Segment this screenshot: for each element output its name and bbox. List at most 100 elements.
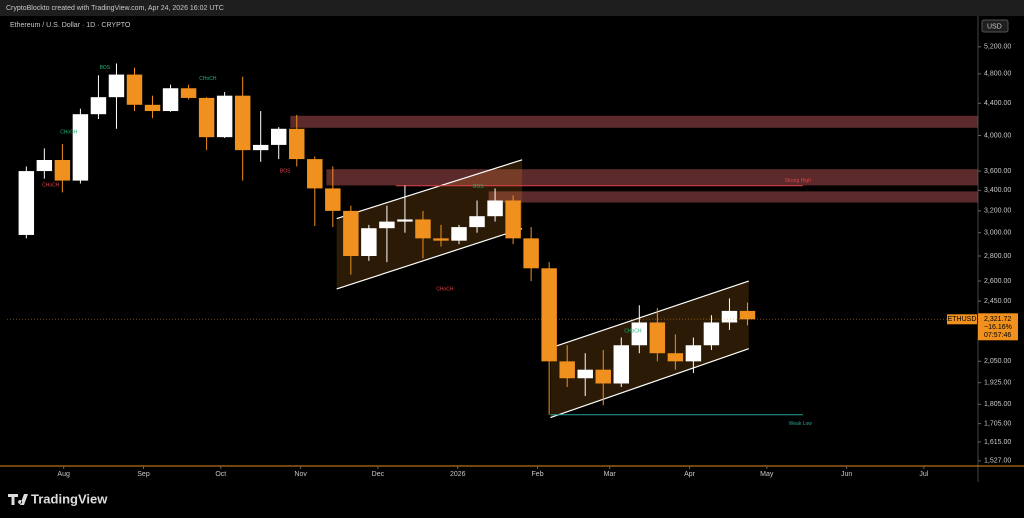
candle-body (703, 322, 720, 346)
candle-body (487, 200, 503, 217)
price-tag (978, 313, 1018, 341)
supply-zone (488, 191, 978, 203)
candle-body (613, 345, 630, 384)
y-tick-label: 2,050.00 (984, 358, 1011, 365)
x-tick-label: 2026 (450, 471, 466, 478)
candle-body (198, 97, 215, 138)
y-tick-label: 3,600.00 (984, 168, 1011, 175)
candle-body (397, 219, 413, 222)
y-tick-label: 5,200.00 (984, 44, 1011, 51)
x-tick-label: May (760, 471, 774, 478)
supply-zone (326, 169, 978, 186)
channel-line (550, 280, 749, 349)
y-tick-label: 1,615.00 (984, 439, 1011, 446)
y-tick-label: 3,400.00 (984, 187, 1011, 194)
caption: CryptoBlockto created with TradingView.c… (6, 5, 224, 12)
candle-body (325, 188, 341, 211)
annotation: CHoCH (60, 129, 78, 135)
y-tick-label: 3,000.00 (984, 230, 1011, 237)
currency: USD (987, 23, 1002, 30)
currency-box (981, 19, 1009, 33)
candle-body (162, 88, 179, 112)
x-tick-label: Oct (215, 471, 226, 478)
candle-body (523, 238, 539, 269)
y-tick-label: 4,800.00 (984, 71, 1011, 78)
candle-body (108, 74, 125, 98)
candle-body (505, 200, 521, 239)
symbol-label: ETHUSD (948, 316, 977, 323)
plot-background (0, 16, 1024, 482)
change-label: −16.16% (984, 324, 1012, 331)
candle-body (469, 216, 485, 228)
candle-body (270, 128, 287, 145)
y-tick-label: 2,450.00 (984, 298, 1011, 305)
price-label: 2,321.72 (984, 316, 1011, 323)
y-tick-label: 1,527.00 (984, 458, 1011, 465)
channel-line (336, 159, 523, 220)
x-tick-label: Nov (294, 471, 307, 478)
candle-body (36, 159, 53, 172)
top-bar (0, 0, 1024, 16)
annotation: BOS (280, 168, 291, 174)
x-tick-label: Jun (841, 471, 852, 478)
footer (0, 482, 1024, 518)
candle-body (343, 210, 359, 256)
annotation: BOS (473, 184, 484, 190)
candle-body (54, 159, 71, 181)
y-tick-label: 1,705.00 (984, 420, 1011, 427)
x-tick-label: Feb (532, 471, 544, 478)
candle-body (433, 238, 449, 241)
annotation: CHoCH (436, 286, 454, 292)
logo: TradingView (31, 491, 108, 506)
supply-zone (290, 115, 978, 128)
candle-body (631, 322, 648, 346)
x-tick-label: Dec (372, 471, 385, 478)
annotation: BOS (100, 65, 111, 71)
x-tick-label: Apr (684, 471, 696, 478)
candle-body (216, 95, 233, 138)
candle-body (685, 345, 702, 362)
x-tick-label: Aug (57, 471, 70, 478)
candle-body (577, 369, 593, 379)
candle-body (180, 88, 197, 98)
y-tick-label: 4,400.00 (984, 100, 1011, 107)
annotation: Strong High (785, 178, 812, 184)
y-tick-label: 2,800.00 (984, 253, 1011, 260)
symbol-tag (947, 314, 977, 325)
candle-body (252, 144, 269, 151)
candle-body (90, 97, 107, 115)
y-tick-label: 1,925.00 (984, 379, 1011, 386)
countdown: 07:57:46 (984, 332, 1011, 339)
x-tick-label: Mar (604, 471, 617, 478)
candle-body (18, 171, 35, 235)
candle-body (307, 159, 323, 189)
y-tick-label: 3,200.00 (984, 208, 1011, 215)
candle-body (361, 228, 377, 256)
logo-icon (8, 494, 28, 505)
candle-body (541, 268, 557, 362)
candle-body (721, 310, 738, 323)
candle-body (289, 128, 305, 160)
candle-body (739, 310, 756, 320)
candle-body (144, 104, 161, 112)
symbol: Ethereum / U.S. Dollar · 1D · CRYPTO (10, 22, 131, 29)
candle-body (559, 361, 575, 379)
annotation: Weak Low (789, 421, 813, 427)
x-tick-label: Jul (919, 471, 928, 478)
annotation: CHoCH (42, 182, 60, 188)
candle-body (595, 369, 611, 384)
y-tick-label: 2,600.00 (984, 278, 1011, 285)
y-tick-label: 1,805.00 (984, 401, 1011, 408)
candle-body (667, 353, 684, 362)
candle-body (649, 322, 666, 354)
candle-body (415, 219, 431, 239)
candle-body (126, 74, 143, 105)
y-tick-label: 4,000.00 (984, 132, 1011, 139)
x-tick-label: Sep (137, 471, 150, 478)
candle-body (451, 227, 467, 241)
candle-body (379, 221, 395, 229)
channel-line (336, 228, 523, 290)
candle-body (72, 114, 89, 181)
